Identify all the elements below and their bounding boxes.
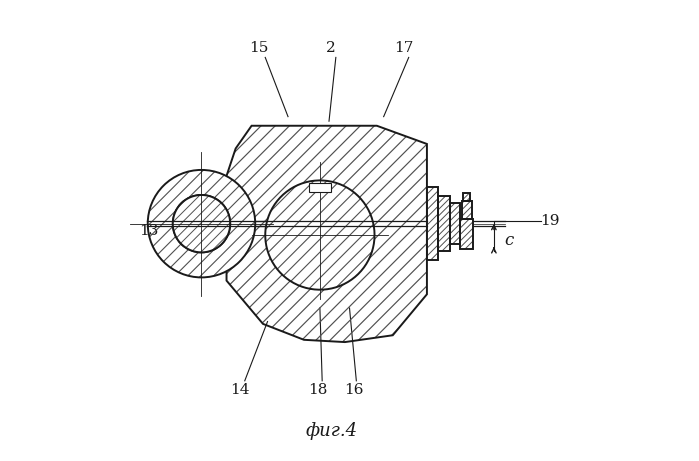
Text: 18: 18 [308,383,327,397]
Polygon shape [438,196,449,251]
Polygon shape [266,180,375,290]
Polygon shape [427,187,438,260]
Polygon shape [226,126,427,342]
Polygon shape [173,195,230,252]
Text: фиг.4: фиг.4 [305,422,357,440]
Text: 16: 16 [345,383,363,397]
Polygon shape [461,201,472,219]
Circle shape [173,195,230,252]
Text: 14: 14 [231,383,250,397]
Text: 13: 13 [139,224,159,237]
Polygon shape [463,193,470,201]
Polygon shape [308,183,331,192]
Text: 2: 2 [326,41,336,55]
Text: c: c [504,232,513,249]
Polygon shape [147,170,255,278]
Polygon shape [449,203,460,244]
Polygon shape [460,219,473,249]
Text: 15: 15 [249,41,268,55]
Text: 17: 17 [394,41,414,55]
Text: 19: 19 [540,214,560,228]
